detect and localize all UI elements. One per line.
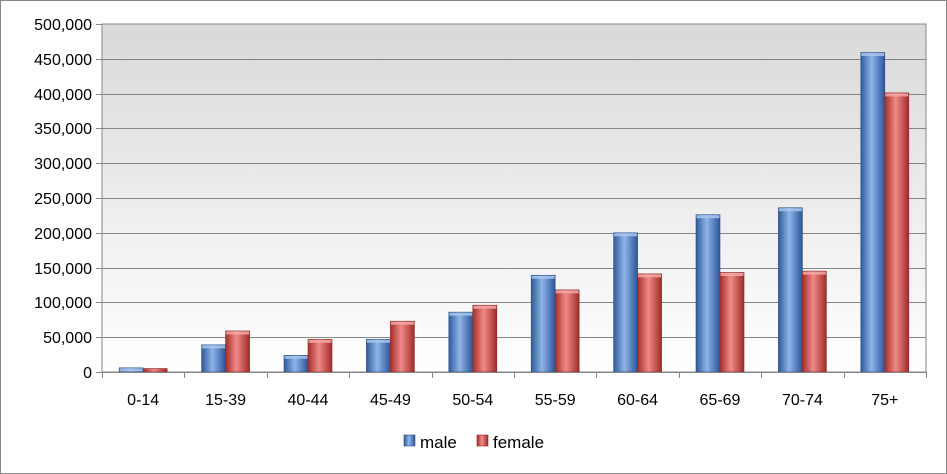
bar-cap-female-45-49 — [390, 321, 414, 325]
y-tick-label: 450,000 — [34, 52, 92, 69]
bar-cap-female-60-64 — [638, 274, 662, 278]
bar-cap-female-15-39 — [226, 331, 250, 335]
bar-cap-male-65-69 — [696, 215, 720, 219]
x-tick-label: 55-59 — [535, 392, 576, 409]
legend-label-male: male — [420, 433, 457, 452]
bar-female-70-74 — [802, 270, 827, 373]
y-tick-label: 150,000 — [34, 261, 92, 278]
y-tick-label: 350,000 — [34, 121, 92, 138]
legend-swatch-male — [403, 434, 416, 447]
y-axis-ticks: 0 50,000 100,000 150,000 200,000 250,000 300,0… — [34, 17, 102, 382]
bar-male-70-74 — [778, 207, 803, 373]
bar-female-65-69 — [719, 272, 745, 373]
x-tick-label: 65-69 — [700, 392, 741, 409]
bar-female-45-49 — [390, 320, 415, 373]
bar-cap-female-55-59 — [555, 290, 579, 294]
bar-cap-male-55-59 — [531, 275, 555, 279]
bar-male-65-69 — [695, 214, 721, 373]
bar-male-50-54 — [448, 311, 474, 373]
bar-cap-female-75+ — [885, 93, 909, 97]
x-tick-label: 75+ — [871, 392, 898, 409]
x-tick-label: 45-49 — [370, 392, 411, 409]
bar-cap-female-50-54 — [473, 305, 497, 309]
bar-cap-female-70-74 — [802, 271, 826, 275]
bars — [118, 52, 910, 373]
bar-cap-female-65-69 — [720, 272, 744, 276]
legend-swatch-female — [476, 434, 489, 447]
y-tick-label: 100,000 — [34, 295, 92, 312]
y-tick-label: 250,000 — [34, 191, 92, 208]
bar-female-55-59 — [554, 289, 580, 373]
y-tick-label: 50,000 — [43, 330, 92, 347]
bar-cap-male-60-64 — [614, 233, 638, 237]
x-tick-label: 15-39 — [205, 392, 246, 409]
legend: male female — [403, 433, 544, 452]
bar-female-0-14 — [142, 368, 168, 373]
x-tick-label: 50-54 — [452, 392, 493, 409]
x-axis-ticks: 0-14 15-39 40-44 45-49 50-54 55-59 60-64 65-69 7… — [102, 372, 927, 409]
x-tick-label: 60-64 — [617, 392, 658, 409]
bar-female-75+ — [884, 92, 910, 373]
bar-cap-male-45-49 — [366, 339, 390, 343]
bar-cap-male-15-39 — [202, 345, 226, 349]
bar-male-60-64 — [613, 232, 638, 373]
bar-male-75+ — [860, 52, 886, 373]
bar-cap-male-70-74 — [778, 208, 802, 212]
bar-cap-female-40-44 — [308, 339, 332, 343]
bar-female-15-39 — [225, 330, 250, 373]
bar-male-45-49 — [366, 338, 391, 373]
bar-male-15-39 — [201, 344, 226, 373]
legend-label-female: female — [493, 433, 544, 452]
x-tick-label: 70-74 — [782, 392, 823, 409]
bar-cap-male-75+ — [861, 53, 885, 57]
bar-female-50-54 — [472, 304, 498, 373]
y-tick-label: 500,000 — [34, 17, 92, 34]
y-tick-label: 200,000 — [34, 226, 92, 243]
y-tick-label: 300,000 — [34, 156, 92, 173]
bar-cap-male-50-54 — [449, 312, 473, 316]
bar-female-60-64 — [637, 273, 662, 373]
x-tick-label: 0-14 — [127, 392, 159, 409]
bar-male-55-59 — [530, 274, 556, 373]
y-tick-label: 0 — [83, 365, 92, 382]
y-tick-label: 400,000 — [34, 87, 92, 104]
bar-cap-male-40-44 — [284, 355, 308, 359]
bar-cap-male-0-14 — [119, 368, 143, 372]
x-tick-label: 40-44 — [288, 392, 329, 409]
bar-female-40-44 — [307, 338, 333, 373]
